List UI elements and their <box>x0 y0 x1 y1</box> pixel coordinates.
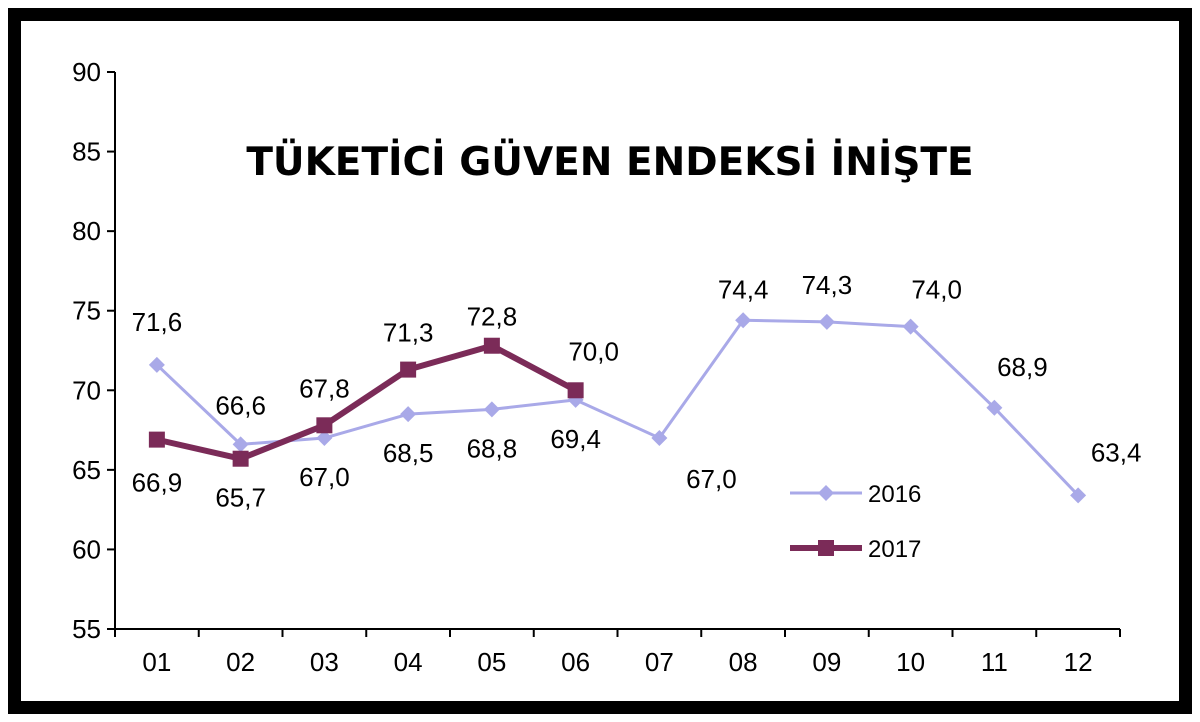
data-label-2017-06: 70,0 <box>568 336 619 366</box>
chart-title: TÜKETİCİ GÜVEN ENDEKSİ İNİŞTE <box>246 138 973 185</box>
legend-label-2017: 2017 <box>868 536 921 563</box>
point-2016-01 <box>148 356 165 373</box>
legend: 2016 2017 <box>790 481 921 563</box>
data-label-2016-11: 68,9 <box>997 352 1048 382</box>
data-label-2016-03: 67,0 <box>299 462 350 492</box>
data-label-2017-05: 72,8 <box>467 302 518 332</box>
y-tick-label: 75 <box>72 296 101 326</box>
data-labels: 71,6 66,6 67,0 68,5 68,8 69,4 67,0 74,4 74,3 74,0… <box>132 270 1142 513</box>
y-tick-label: 90 <box>72 57 101 87</box>
x-tick-label: 02 <box>226 647 255 677</box>
x-tick-label: 12 <box>1064 647 1093 677</box>
point-2016-11 <box>986 399 1003 416</box>
data-label-2017-03: 67,8 <box>299 373 350 403</box>
point-2017-05 <box>483 337 500 354</box>
series-layer <box>148 312 1087 504</box>
point-2016-02 <box>232 436 249 453</box>
data-label-2016-08: 74,4 <box>718 274 769 304</box>
point-2017-06 <box>567 382 584 399</box>
point-2017-04 <box>400 361 417 378</box>
data-label-2016-10: 74,0 <box>911 275 962 305</box>
x-tick-label: 11 <box>981 647 1008 677</box>
x-tick-label: 06 <box>561 647 590 677</box>
data-label-2016-05: 68,8 <box>467 433 518 463</box>
x-tick-label: 05 <box>477 647 506 677</box>
legend-marker-2017 <box>818 540 834 556</box>
y-tick-label: 55 <box>72 614 101 644</box>
data-label-2016-07: 67,0 <box>686 464 737 494</box>
point-2016-08 <box>735 312 752 329</box>
data-label-2016-12: 63,4 <box>1091 437 1142 467</box>
y-tick-label: 60 <box>72 534 101 564</box>
data-label-2017-02: 65,7 <box>215 483 266 513</box>
x-tick-label: 10 <box>896 647 925 677</box>
chart-frame <box>8 8 1192 714</box>
y-tick-label: 80 <box>72 216 101 246</box>
y-tick-label: 65 <box>72 455 101 485</box>
point-2016-04 <box>400 406 417 423</box>
series-line-2016 <box>155 318 1080 497</box>
data-label-2016-04: 68,5 <box>383 438 434 468</box>
point-2017-01 <box>148 431 165 448</box>
y-tick-label: 85 <box>72 137 101 167</box>
point-2016-03 <box>316 430 333 447</box>
data-label-2016-01: 71,6 <box>132 307 183 337</box>
axes: 55 60 65 70 75 80 85 90 01 02 03 04 05 06 07 08 09 10 11 12 <box>72 57 1121 677</box>
data-label-2017-04: 71,3 <box>383 318 434 348</box>
legend-label-2016: 2016 <box>868 481 921 508</box>
point-2017-02 <box>232 450 249 467</box>
point-2017-03 <box>316 417 333 434</box>
x-tick-label: 03 <box>310 647 339 677</box>
y-tick-label: 70 <box>72 375 101 405</box>
point-2016-09 <box>818 313 835 330</box>
point-2016-12 <box>1070 487 1087 504</box>
data-label-2016-02: 66,6 <box>215 390 266 420</box>
data-label-2016-06: 69,4 <box>550 424 601 454</box>
point-2016-05 <box>483 401 500 418</box>
x-tick-label: 08 <box>729 647 758 677</box>
x-tick-label: 07 <box>645 647 674 677</box>
x-tick-label: 09 <box>812 647 841 677</box>
data-label-2017-01: 66,9 <box>132 468 183 498</box>
legend-marker-2016 <box>818 485 834 501</box>
series-line-2017 <box>156 342 578 462</box>
data-label-2016-09: 74,3 <box>802 270 853 300</box>
x-tick-label: 04 <box>394 647 423 677</box>
x-tick-label: 01 <box>142 647 171 677</box>
point-2016-10 <box>902 318 919 335</box>
point-2016-07 <box>651 430 668 447</box>
